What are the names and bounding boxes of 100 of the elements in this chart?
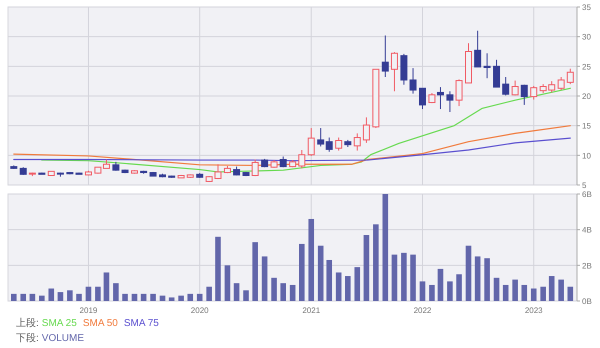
bar xyxy=(290,284,296,301)
y-tick-label: 4B xyxy=(582,226,592,235)
bar xyxy=(484,258,490,301)
bar xyxy=(150,294,156,301)
text: SMA 75 xyxy=(124,318,160,329)
bar xyxy=(540,286,546,301)
bar xyxy=(364,235,370,301)
bar xyxy=(271,278,277,301)
y-tick-label: 6B xyxy=(582,190,592,199)
candlestick xyxy=(520,84,528,106)
bar xyxy=(318,246,324,301)
bar xyxy=(494,278,500,301)
bar xyxy=(308,218,314,301)
bar xyxy=(502,284,508,301)
bar xyxy=(456,274,462,301)
bar xyxy=(548,276,555,301)
y-tick-label: 25 xyxy=(582,62,592,72)
y-tick-label: 10 xyxy=(582,151,592,160)
x-tick-label: 2019 xyxy=(80,306,98,315)
text: SMA 25 xyxy=(42,318,78,329)
bar xyxy=(215,236,221,301)
candlestick xyxy=(474,30,482,68)
y-tick-label: 2B xyxy=(582,261,592,270)
bar xyxy=(122,294,128,301)
bar xyxy=(140,294,146,301)
bar xyxy=(280,283,286,301)
candlestick xyxy=(456,78,463,107)
bar xyxy=(466,246,472,301)
y-tick-label: 5 xyxy=(582,181,587,190)
candlestick xyxy=(512,80,519,96)
x-tick-label: 2020 xyxy=(190,306,210,315)
candlestick xyxy=(335,137,342,152)
candlestick xyxy=(354,132,361,152)
candlestick xyxy=(530,85,538,100)
bar xyxy=(558,280,564,301)
bar xyxy=(224,265,230,301)
candlestick xyxy=(493,59,500,88)
bar xyxy=(58,292,64,301)
bar xyxy=(95,286,101,301)
bar xyxy=(39,296,45,301)
candlestick xyxy=(362,116,370,144)
bar xyxy=(262,256,268,301)
line-series xyxy=(13,138,571,162)
candlestick xyxy=(252,158,259,177)
y-tick-label: 15 xyxy=(582,122,592,131)
bar xyxy=(178,296,184,301)
candlestick xyxy=(418,88,426,110)
bar xyxy=(113,283,119,301)
bar xyxy=(168,297,174,301)
candlestick xyxy=(566,68,574,85)
bar xyxy=(410,254,416,301)
bar xyxy=(132,294,138,301)
candlestick xyxy=(446,90,454,113)
y-tick-label: 30 xyxy=(582,32,592,42)
y-tick-label: 35 xyxy=(582,3,592,12)
bar xyxy=(206,286,212,301)
bar xyxy=(438,268,444,301)
x-tick-label: 2023 xyxy=(524,306,544,315)
bar xyxy=(354,267,360,301)
text: VOLUME xyxy=(42,333,84,344)
bar xyxy=(382,194,388,301)
bar xyxy=(345,276,351,301)
text: SMA 50 xyxy=(82,318,118,329)
x-tick-label: 2022 xyxy=(414,306,432,315)
bar xyxy=(48,288,54,301)
legend-title: 下段: xyxy=(16,332,39,344)
candlestick xyxy=(558,76,565,91)
bar xyxy=(30,294,36,301)
bar xyxy=(252,242,258,301)
bar xyxy=(326,260,332,301)
candlestick xyxy=(214,164,222,180)
bar xyxy=(521,284,528,301)
legend-title: 上段: xyxy=(16,317,39,329)
candlestick xyxy=(390,52,398,92)
candlestick xyxy=(436,86,444,110)
bar xyxy=(447,281,453,301)
candlestick xyxy=(382,34,389,78)
y-tick-label: 0B xyxy=(582,297,592,306)
bar xyxy=(76,294,82,301)
bar xyxy=(243,290,249,301)
bar xyxy=(336,272,342,301)
bar xyxy=(373,224,379,301)
x-tick-label: 2021 xyxy=(302,306,321,315)
bar xyxy=(392,254,398,301)
bar xyxy=(401,252,407,301)
candlestick xyxy=(484,52,491,79)
candlestick xyxy=(502,76,510,96)
bar xyxy=(196,294,202,301)
bar xyxy=(474,256,480,301)
bar xyxy=(86,286,92,301)
bar xyxy=(160,296,166,301)
candlestick xyxy=(410,68,417,94)
bar xyxy=(567,286,574,301)
bar xyxy=(187,294,194,301)
bar xyxy=(20,294,26,301)
candlestick xyxy=(298,149,306,169)
bar xyxy=(530,288,537,301)
bar xyxy=(10,294,17,301)
bar xyxy=(512,280,518,301)
bar xyxy=(420,281,426,301)
